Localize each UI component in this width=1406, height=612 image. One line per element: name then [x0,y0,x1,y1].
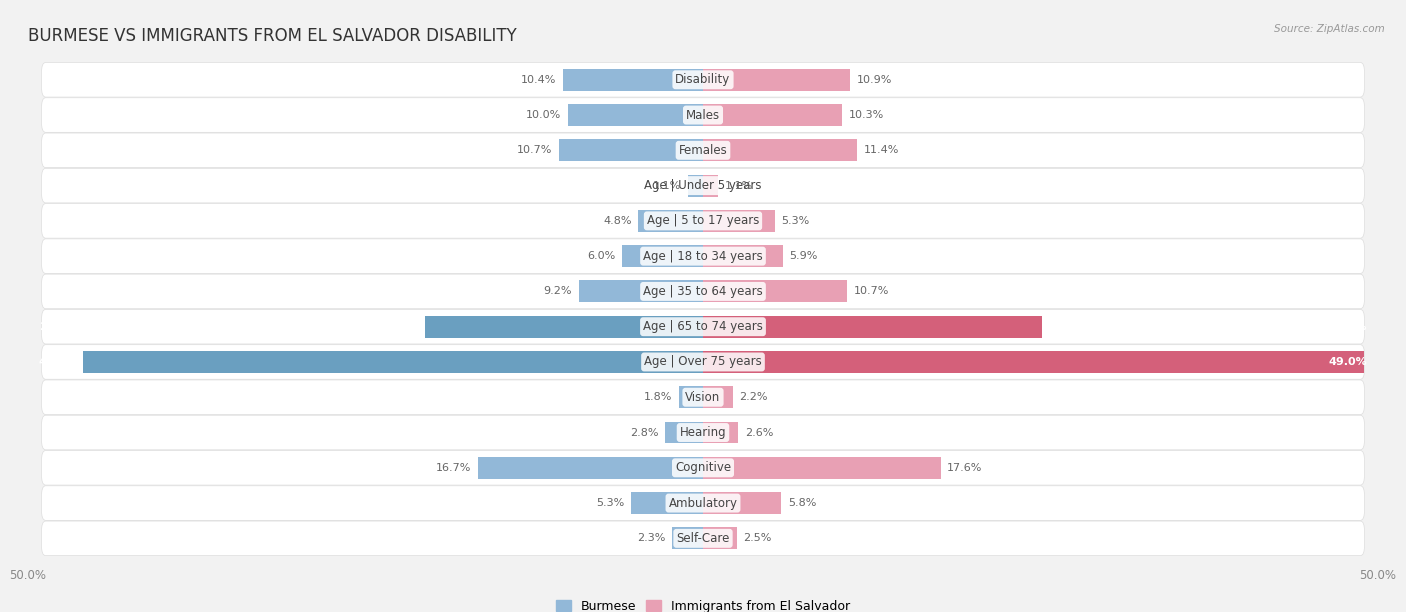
Text: Source: ZipAtlas.com: Source: ZipAtlas.com [1274,24,1385,34]
Bar [703,351,1364,373]
FancyBboxPatch shape [42,486,1364,520]
Bar [703,492,782,514]
Text: 10.0%: 10.0% [526,110,561,120]
Bar [703,280,848,302]
Text: Age | 5 to 17 years: Age | 5 to 17 years [647,214,759,228]
Bar [568,104,703,126]
Text: 10.7%: 10.7% [855,286,890,296]
Text: 11.4%: 11.4% [863,145,898,155]
FancyBboxPatch shape [42,415,1364,450]
Bar [703,174,718,196]
FancyBboxPatch shape [42,450,1364,485]
Text: Age | Over 75 years: Age | Over 75 years [644,356,762,368]
Bar [631,492,703,514]
Text: Females: Females [679,144,727,157]
Bar [562,69,703,91]
Text: Age | 18 to 34 years: Age | 18 to 34 years [643,250,763,263]
Text: 16.7%: 16.7% [436,463,471,473]
Text: Self-Care: Self-Care [676,532,730,545]
Text: 6.0%: 6.0% [588,251,616,261]
Bar [688,174,703,196]
Text: 1.1%: 1.1% [724,181,752,190]
FancyBboxPatch shape [42,98,1364,132]
Bar [703,245,783,267]
Text: 1.8%: 1.8% [644,392,672,402]
Text: Age | Under 5 years: Age | Under 5 years [644,179,762,192]
Bar [558,140,703,161]
Legend: Burmese, Immigrants from El Salvador: Burmese, Immigrants from El Salvador [551,595,855,612]
FancyBboxPatch shape [42,380,1364,414]
FancyBboxPatch shape [42,274,1364,308]
Text: BURMESE VS IMMIGRANTS FROM EL SALVADOR DISABILITY: BURMESE VS IMMIGRANTS FROM EL SALVADOR D… [28,27,517,45]
Bar [638,210,703,232]
Text: Age | 65 to 74 years: Age | 65 to 74 years [643,320,763,333]
Bar [703,210,775,232]
FancyBboxPatch shape [42,168,1364,203]
Bar [579,280,703,302]
Text: 5.9%: 5.9% [789,251,818,261]
FancyBboxPatch shape [42,204,1364,238]
FancyBboxPatch shape [42,521,1364,556]
FancyBboxPatch shape [42,345,1364,379]
Text: 1.1%: 1.1% [654,181,682,190]
Text: 5.8%: 5.8% [787,498,817,508]
Text: 9.2%: 9.2% [544,286,572,296]
Text: 2.2%: 2.2% [740,392,768,402]
Bar [703,422,738,444]
Bar [672,528,703,550]
Text: 10.9%: 10.9% [856,75,893,85]
Text: Cognitive: Cognitive [675,461,731,474]
Text: Vision: Vision [685,390,721,404]
Text: Hearing: Hearing [679,426,727,439]
Bar [478,457,703,479]
Bar [703,457,941,479]
FancyBboxPatch shape [42,239,1364,274]
Text: Age | 35 to 64 years: Age | 35 to 64 years [643,285,763,298]
Bar [679,386,703,408]
Text: Ambulatory: Ambulatory [668,496,738,510]
FancyBboxPatch shape [42,62,1364,97]
Bar [703,104,842,126]
Text: 10.4%: 10.4% [520,75,555,85]
Bar [703,316,1042,338]
Text: 25.1%: 25.1% [1329,322,1367,332]
Bar [425,316,703,338]
Text: 2.6%: 2.6% [745,428,773,438]
Text: 2.8%: 2.8% [630,428,658,438]
Text: Males: Males [686,108,720,122]
Text: 10.7%: 10.7% [516,145,551,155]
Bar [703,69,851,91]
Text: 17.6%: 17.6% [948,463,983,473]
Text: 45.9%: 45.9% [39,357,77,367]
Bar [703,386,733,408]
Text: Disability: Disability [675,73,731,86]
Bar [703,140,856,161]
Text: 10.3%: 10.3% [849,110,884,120]
FancyBboxPatch shape [42,133,1364,168]
Text: 49.0%: 49.0% [1329,357,1367,367]
Text: 20.6%: 20.6% [39,322,77,332]
Text: 2.5%: 2.5% [744,533,772,543]
Text: 2.3%: 2.3% [637,533,665,543]
Text: 5.3%: 5.3% [596,498,624,508]
Bar [621,245,703,267]
Text: 4.8%: 4.8% [603,216,631,226]
Bar [703,528,737,550]
FancyBboxPatch shape [42,310,1364,344]
Bar [83,351,703,373]
Bar [665,422,703,444]
Text: 5.3%: 5.3% [782,216,810,226]
